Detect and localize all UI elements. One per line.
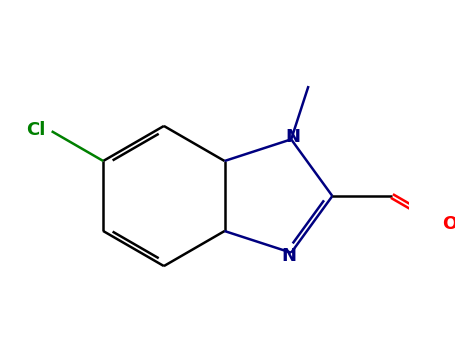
Text: N: N <box>286 128 301 146</box>
Text: N: N <box>282 247 297 265</box>
Text: Cl: Cl <box>26 121 46 139</box>
Text: O: O <box>442 215 455 233</box>
